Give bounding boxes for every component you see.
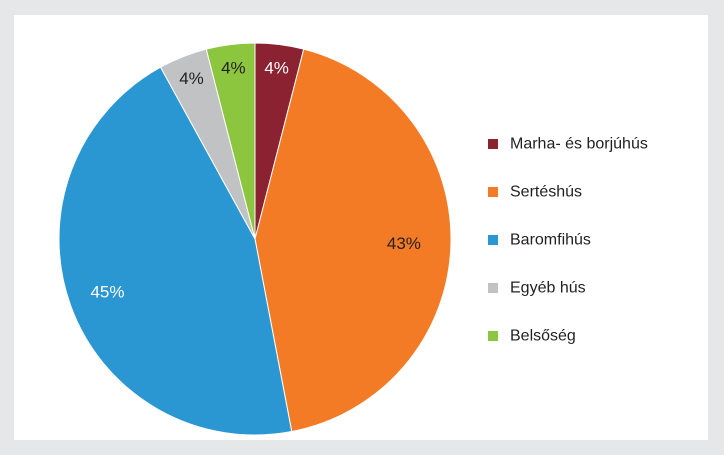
legend-swatch-marha-es-borjuhus: [488, 139, 498, 149]
legend-swatch-belsoseg: [488, 331, 498, 341]
pie-chart: 4% 43% 45% 4% 4% Marha- és borjúhús Sertéshús…: [58, 42, 648, 436]
legend-swatch-egyeb-hus: [488, 283, 498, 293]
pie-slice-baromfihus: [58, 66, 293, 436]
pie-slice-belsoseg: [205, 42, 256, 240]
chart-panel: 4% 43% 45% 4% 4% Marha- és borjúhús Sertéshús…: [14, 15, 708, 440]
pie-slice-serteshus: [254, 48, 452, 433]
slice-label-baromfihus: 45%: [90, 283, 124, 302]
slice-labels: 4% 43% 45% 4% 4%: [90, 58, 420, 301]
slice-label-belsoseg: 4%: [221, 58, 246, 77]
pie-slices: [58, 42, 452, 436]
legend: Marha- és borjúhús Sertéshús Baromfihús Egy…: [488, 136, 648, 345]
legend-label-marha-es-borjuhus: Marha- és borjúhús: [510, 136, 648, 153]
legend-swatch-baromfihus: [488, 235, 498, 245]
slice-label-marha-es-borjuhus: 4%: [264, 58, 289, 77]
legend-label-egyeb-hus: Egyéb hús: [510, 280, 586, 297]
legend-label-baromfihus: Baromfihús: [510, 232, 591, 249]
slice-label-egyeb-hus: 4%: [179, 69, 204, 88]
legend-label-belsoseg: Belsőség: [510, 328, 576, 345]
legend-label-serteshus: Sertéshús: [510, 184, 582, 201]
slice-label-serteshus: 43%: [387, 234, 421, 253]
legend-swatch-serteshus: [488, 187, 498, 197]
